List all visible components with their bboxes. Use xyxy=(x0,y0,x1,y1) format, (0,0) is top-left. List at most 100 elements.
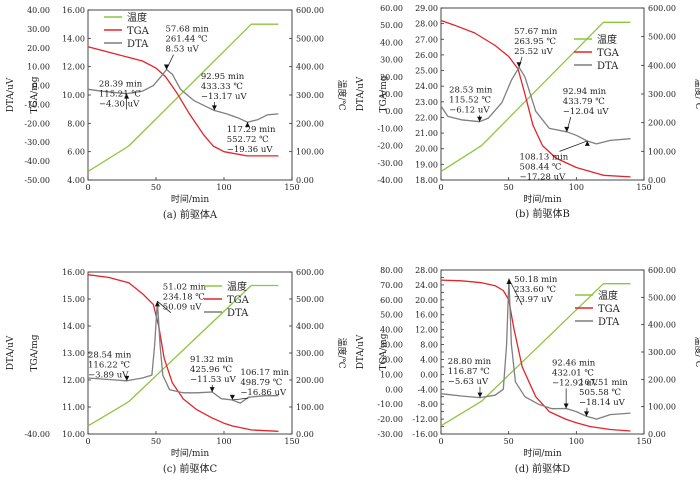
dta-tick-label: -10.00 xyxy=(24,100,50,109)
annotation-arrowhead xyxy=(211,105,217,111)
temp-tick-label: 500.00 xyxy=(296,295,324,304)
temp-axis-label: 温度/℃ xyxy=(693,78,700,109)
x-tick-label: 100 xyxy=(216,437,231,446)
dta-axis-label: DTA/uV xyxy=(356,76,366,111)
dta-tick-label: 50.00 xyxy=(380,311,403,320)
series-line-temp xyxy=(440,283,631,427)
chart-panel-d: 0 50 100 150 时间/min 80.00 70.00 60.00 50.00 40.00… xyxy=(356,266,700,475)
annotation-text: 28.54 min xyxy=(88,350,132,360)
annotation-text: −12.04 uV xyxy=(563,107,610,117)
x-tick-label: 0 xyxy=(85,437,90,446)
temp-tick-label: 400.00 xyxy=(296,63,324,72)
temp-tick-label: 100.00 xyxy=(648,403,676,412)
temp-tick-label: 300.00 xyxy=(648,90,676,99)
annotation-text: 116.22 ℃ xyxy=(88,360,130,370)
dta-tick-label: 10.00 xyxy=(27,63,50,72)
tga-tick-label: 27.00 xyxy=(415,35,438,44)
dta-tick-label: 30.00 xyxy=(380,56,403,65)
annotation-text: −19.36 uV xyxy=(227,145,274,155)
dta-axis-label: DTA/uV xyxy=(6,77,16,112)
temp-tick-label: 500.00 xyxy=(296,34,324,43)
annotation-leader xyxy=(559,140,588,152)
annotation-text: 234.18 ℃ xyxy=(163,293,205,303)
x-tick-label: 50 xyxy=(151,183,161,192)
annotation-text: 28.80 min xyxy=(448,357,492,367)
dta-tick-label: -20.00 xyxy=(24,119,50,128)
chart-panel-b: 0 50 100 150 时间/min 60.00 50.00 40.00 30.00 20.00… xyxy=(356,4,700,220)
dta-tick-label: -30.00 xyxy=(377,159,403,168)
panel-caption: (b) 前驱体B xyxy=(515,207,570,220)
tga-tick-label: 13.00 xyxy=(62,349,85,358)
legend-label: DTA xyxy=(227,308,249,319)
annotation-arrowhead xyxy=(583,411,589,417)
tga-tick-label: -8.00 xyxy=(417,400,438,409)
temp-tick-label: 400.00 xyxy=(648,321,676,330)
dta-tick-label: 30.00 xyxy=(380,341,403,350)
dta-tick-label: -10.00 xyxy=(377,400,403,409)
series-line-dta xyxy=(87,300,279,404)
dta-tick-label: 70.00 xyxy=(380,281,403,290)
tga-tick-label: 11.00 xyxy=(62,403,85,412)
tga-tick-label: 25.00 xyxy=(415,67,438,76)
annotation-text: −6.12 uV xyxy=(449,105,490,115)
dta-axis-label: DTA/uV xyxy=(6,335,16,370)
annotation-text: 106.17 min xyxy=(240,368,289,378)
tga-tick-label: 29.00 xyxy=(415,4,438,13)
tga-tick-label: 23.00 xyxy=(415,98,438,107)
series-line-dta xyxy=(440,66,631,145)
panel-caption: (a) 前驱体A xyxy=(163,208,218,221)
x-tick-label: 50 xyxy=(504,183,514,192)
tga-tick-label: 10.00 xyxy=(62,430,85,439)
x-axis-label: 时间/min xyxy=(523,193,561,205)
annotation-text: 115.52 ℃ xyxy=(449,95,491,105)
tga-tick-label: 0.00 xyxy=(420,370,438,379)
dta-tick-label: -40.00 xyxy=(24,157,50,166)
dta-tick-label: 10.00 xyxy=(380,90,403,99)
temp-tick-label: 0.00 xyxy=(648,176,666,185)
tga-tick-label: 15.00 xyxy=(62,295,85,304)
chart-panel-a: 0 50 100 150 时间/min 40.00 30.00 20.00 10.00 0.00 -… xyxy=(6,6,348,221)
dta-tick-label: 0.00 xyxy=(385,107,403,116)
annotation-text: 73.97 uV xyxy=(514,295,554,305)
temp-tick-label: 600.00 xyxy=(296,6,324,15)
annotation-text: 498.79 ℃ xyxy=(240,378,282,388)
temp-tick-label: 0.00 xyxy=(296,430,314,439)
annotation-text: 508.44 ℃ xyxy=(519,162,561,172)
x-tick-label: 150 xyxy=(284,183,299,192)
x-tick-label: 100 xyxy=(569,183,584,192)
temp-tick-label: 400.00 xyxy=(648,61,676,70)
tga-tick-label: -4.00 xyxy=(417,385,438,394)
annotation-text: 107.51 min xyxy=(579,378,628,388)
tga-tick-label: 19.00 xyxy=(415,160,438,169)
chart-panel-c: 0 50 100 150 时间/min -40.00 16.00 15.00 14.00 13.0… xyxy=(6,268,348,475)
dta-tick-label: -20.00 xyxy=(377,415,403,424)
annotation-text: −4.30 uV xyxy=(99,100,140,110)
x-tick-label: 150 xyxy=(636,183,651,192)
legend-label: 温度 xyxy=(598,289,618,302)
tga-tick-label: 6.00 xyxy=(67,148,85,157)
tga-tick-label: 4.00 xyxy=(420,355,438,364)
annotation-text: 117.29 min xyxy=(227,125,276,135)
tga-tick-label: 28.00 xyxy=(415,266,438,275)
x-axis-label: 时间/min xyxy=(523,447,561,459)
series-line-dta xyxy=(440,278,631,420)
annotation-text: −13.17 uV xyxy=(201,92,248,102)
x-tick-label: 150 xyxy=(284,437,299,446)
annotation-text: 505.58 ℃ xyxy=(579,388,621,398)
tga-tick-label: 24.00 xyxy=(415,281,438,290)
x-tick-label: 100 xyxy=(216,183,231,192)
x-tick-label: 150 xyxy=(636,437,651,446)
series-line-tga xyxy=(87,46,279,157)
dta-tick-label: 50.00 xyxy=(380,21,403,30)
dta-tick-label: 10.00 xyxy=(380,370,403,379)
dta-tick-label: -40.00 xyxy=(24,430,50,439)
tga-tick-label: 22.00 xyxy=(415,113,438,122)
annotation-arrowhead xyxy=(163,64,169,70)
legend-label: TGA xyxy=(227,295,250,306)
legend-label: TGA xyxy=(127,26,150,37)
temp-tick-label: 100.00 xyxy=(648,147,676,156)
annotation-arrowhead xyxy=(229,394,235,400)
annotation-text: 92.95 min xyxy=(201,72,245,82)
annotation-arrowhead xyxy=(563,403,569,409)
legend-label: 温度 xyxy=(227,280,247,293)
